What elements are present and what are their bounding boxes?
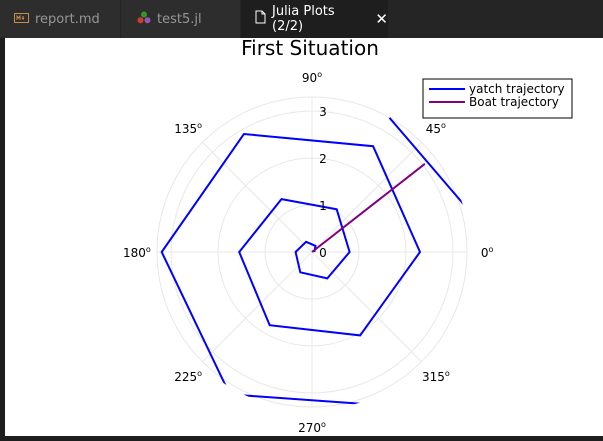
angle-gridline (202, 251, 313, 362)
close-icon[interactable]: ✕ (375, 10, 388, 28)
angle-tick-label: 225o (174, 369, 202, 384)
radial-tick-label: 0 (319, 246, 327, 260)
angle-gridline (311, 142, 422, 253)
status-strip (0, 436, 603, 441)
radial-tick-label: 3 (319, 105, 327, 119)
chart-title: First Situation (241, 38, 379, 60)
plot-pane: First Situation 0o 45o 90o 135o 180o 225o 270o… (5, 36, 603, 436)
angle-gridline (202, 142, 313, 253)
boat-trajectory-line (311, 163, 426, 253)
tab-report-md[interactable]: report.md (0, 0, 121, 38)
angle-tick-label: 180o (123, 245, 151, 260)
tab-julia-plots[interactable]: Julia Plots (2/2) ✕ (241, 0, 389, 38)
angle-tick-label: 45o (426, 121, 446, 136)
polar-chart: First Situation 0o 45o 90o 135o 180o 225o 270o… (123, 36, 573, 435)
angle-tick-label: 135o (174, 121, 202, 136)
radial-tick-label: 1 (319, 199, 327, 213)
tab-label: test5.jl (157, 11, 202, 27)
yacht-trajectory-line (160, 117, 471, 408)
markdown-file-icon (14, 12, 29, 27)
document-icon (255, 10, 266, 28)
julia-logo-icon (137, 11, 151, 28)
angle-tick-label: 90o (302, 70, 322, 85)
tab-label: Julia Plots (2/2) (272, 4, 335, 34)
legend-entry: Boat trajectory (469, 95, 559, 109)
tab-label: report.md (35, 11, 100, 27)
tab-test5-jl[interactable]: test5.jl (121, 0, 241, 38)
angle-tick-label: 0o (481, 245, 494, 260)
tab-bar: report.md test5.jl Julia Plots (2/2) ✕ (0, 0, 603, 38)
angle-tick-label: 315o (422, 369, 450, 384)
angle-tick-label: 270o (298, 420, 326, 435)
radial-tick-label: 2 (319, 152, 327, 166)
angle-gridline (311, 251, 422, 362)
legend-entry: yatch trajectory (469, 82, 565, 96)
